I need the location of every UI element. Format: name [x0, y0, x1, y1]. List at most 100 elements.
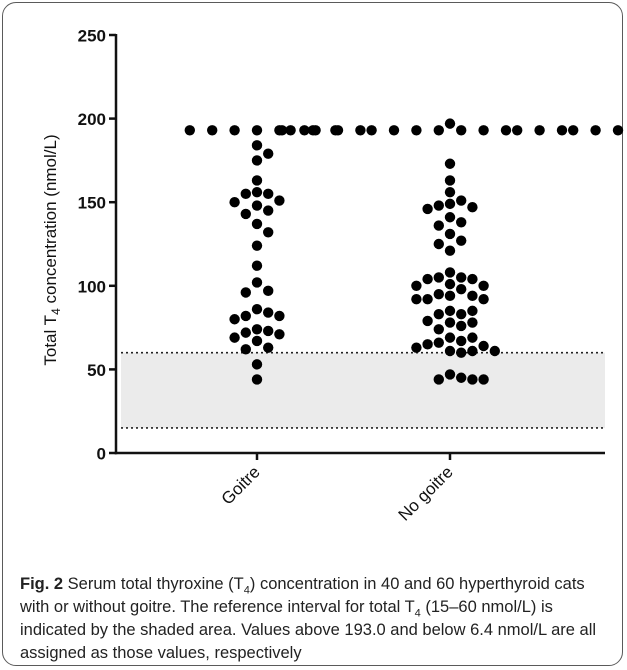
y-tick-label: 200 [78, 110, 106, 129]
data-point [299, 125, 310, 136]
data-point [478, 374, 489, 385]
data-point [251, 218, 263, 230]
data-point [478, 125, 489, 136]
data-point [263, 307, 274, 318]
data-point [251, 125, 263, 136]
data-point [411, 342, 422, 353]
data-point [444, 198, 456, 210]
data-point [433, 220, 444, 231]
data-point [444, 317, 456, 328]
data-point [612, 125, 624, 136]
data-point [251, 324, 263, 335]
data-point [411, 125, 422, 136]
data-point [444, 267, 456, 278]
data-point [285, 125, 296, 136]
data-point [456, 372, 467, 383]
data-point [263, 205, 274, 216]
data-point [500, 125, 512, 136]
data-point [229, 314, 240, 325]
data-point [456, 235, 467, 246]
caption-text-3: (15–60 nmol/L) is indicated by the shade… [20, 598, 597, 662]
data-point [240, 310, 251, 322]
data-point [478, 340, 489, 352]
data-point [251, 240, 263, 251]
data-point [366, 125, 377, 136]
data-point [251, 260, 263, 271]
data-point [456, 309, 467, 320]
data-point [433, 238, 444, 250]
data-point [456, 272, 467, 283]
scatter-plot: 0 50 100 150 200 250 Goitre No goitre Total T4 … [41, 27, 624, 525]
data-point [467, 345, 478, 357]
data-point [433, 337, 444, 348]
data-point [263, 227, 274, 238]
data-point [467, 202, 478, 213]
data-point [444, 305, 456, 317]
data-point [556, 125, 568, 136]
data-point [263, 148, 274, 159]
data-point [422, 203, 433, 215]
data-point [456, 217, 467, 228]
data-point [251, 155, 263, 166]
figure-caption: Fig. 2 Serum total thyroxine (T4) concen… [20, 573, 615, 665]
data-point [444, 278, 456, 290]
data-point [263, 325, 274, 337]
data-point [467, 332, 478, 343]
data-point [251, 359, 263, 370]
y-tick-label: 100 [78, 277, 106, 296]
data-point [456, 347, 467, 358]
data-point [240, 327, 251, 338]
data-point [444, 345, 456, 357]
data-point [456, 283, 467, 295]
data-point [251, 304, 263, 315]
data-point [263, 342, 274, 353]
data-point [444, 175, 456, 186]
data-point [355, 125, 366, 136]
data-point [444, 245, 456, 256]
data-point [590, 125, 601, 136]
y-tick-label: 150 [78, 194, 106, 213]
data-point [422, 273, 433, 285]
data-point [310, 125, 321, 136]
data-point [229, 197, 240, 208]
data-point [229, 125, 240, 136]
data-point [456, 125, 467, 136]
caption-text-2: ) concentration in 40 and 60 hyperthyroi… [20, 575, 585, 616]
data-point [444, 158, 456, 169]
data-point [433, 374, 444, 385]
data-point [251, 200, 263, 211]
data-point [207, 125, 218, 136]
y-tick-label: 50 [87, 361, 106, 380]
data-point [512, 125, 523, 136]
y-tick-label: 0 [97, 445, 106, 464]
data-point [251, 175, 263, 186]
figure-label: Fig. 2 [20, 575, 64, 593]
data-point [276, 125, 288, 136]
caption-sub-1: 4 [243, 584, 250, 597]
data-point [422, 293, 433, 305]
data-point [444, 290, 456, 302]
data-point [422, 339, 433, 350]
x-tick-label: Goitre [218, 462, 264, 508]
data-point [478, 280, 489, 291]
data-point [489, 345, 500, 357]
data-point [332, 125, 344, 136]
data-point [274, 329, 285, 340]
data-point [251, 374, 263, 385]
data-point [467, 273, 478, 285]
y-axis-title: Total T4 concentration (nmol/L) [41, 134, 63, 365]
caption-sub-2: 4 [414, 607, 421, 620]
x-tick-label: No goitre [395, 462, 457, 524]
data-point [433, 309, 444, 320]
data-point [240, 188, 251, 200]
data-point [274, 310, 285, 322]
data-point [534, 125, 545, 136]
data-point [444, 186, 456, 198]
data-point [240, 344, 251, 355]
data-point [263, 188, 274, 200]
data-point [240, 208, 251, 220]
data-point [467, 290, 478, 302]
data-point [251, 335, 263, 347]
data-point [456, 320, 467, 332]
data-point [251, 277, 263, 288]
